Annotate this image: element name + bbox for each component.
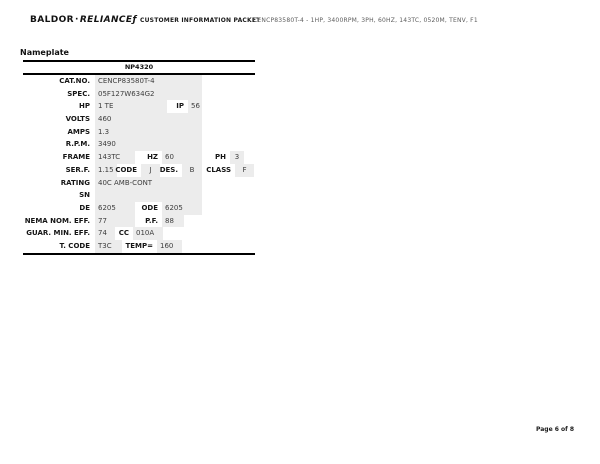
nameplate-value [95,189,202,202]
nameplate-value: 74 [95,227,115,240]
nameplate-row: SPEC. 05F127W634G2 [23,87,255,101]
nameplate-row-label: AMPS [67,127,90,136]
nameplate-inline-label: PH [202,151,230,164]
nameplate-row-values: 77 P.F. 88 [95,214,255,228]
baldor-reliance-logo: BALDOR·RELIANCEƒ [30,15,137,25]
nameplate-inline-label: P.F. [135,214,162,228]
nameplate-row: T. CODE T3C TEMP= 160 [23,239,255,253]
page-header: BALDOR·RELIANCEƒ CUSTOMER INFORMATION PA… [0,14,600,28]
nameplate-inline-label: DES. [160,163,182,177]
nameplate-row-values [95,189,255,202]
nameplate-row-label: FRAME [62,153,90,162]
nameplate-value: 1 TE [95,100,167,114]
nameplate-row: FRAME 143TC HZ 60 PH 3 [23,151,255,164]
nameplate-row-values: 74 CC 010A [95,227,255,240]
nameplate-inline-label: CODE [115,163,141,177]
nameplate-row-label: VOLTS [65,115,90,124]
nameplate-row-values: 1.15 CODE J DES. B CLASS F [95,163,255,177]
nameplate-row-values: 1.3 [95,125,255,139]
page-number: Page 6 of 8 [536,426,574,433]
nameplate-row: AMPS 1.3 [23,125,255,139]
nameplate-row-values: T3C TEMP= 160 [95,239,255,253]
document-title: CUSTOMER INFORMATION PACKET [140,17,261,24]
nameplate-row-label: SPEC. [67,89,90,98]
nameplate-row-values: 143TC HZ 60 PH 3 [95,151,255,164]
nameplate-row-values: 6205 ODE 6205 [95,201,255,215]
nameplate-row-label: HP [79,102,90,111]
nameplate-value: 3490 [95,138,202,152]
nameplate-row-label: CAT.NO. [59,77,90,85]
nameplate-value: 160 [157,239,182,253]
nameplate-value: 88 [162,214,184,228]
logo-swash: ƒ [132,15,137,25]
nameplate-row-values: 40C AMB-CONT [95,176,255,190]
nameplate-value: 77 [95,214,135,228]
nameplate-value: 010A [133,227,163,240]
nameplate-value: 1.15 [95,163,117,177]
nameplate-table-body: CAT.NO. CENCP83580T-4 SPEC. 05F127W634G2 HP 1… [23,75,255,255]
nameplate-row: NEMA NOM. EFF. 77 P.F. 88 [23,214,255,228]
nameplate-row: HP 1 TE IP 56 [23,100,255,114]
nameplate-inline-label: CC [115,227,133,240]
nameplate-row-values: 05F127W634G2 [95,87,255,101]
nameplate-row: SER.F. 1.15 CODE J DES. B CLASS F [23,163,255,177]
nameplate-row-label: SN [79,191,90,200]
nameplate-value: J [141,163,160,177]
nameplate-value: 3 [230,151,244,164]
nameplate-row-values: CENCP83580T-4 [95,75,255,88]
nameplate-value: 60 [162,151,202,164]
nameplate-value: 40C AMB-CONT [95,176,202,190]
nameplate-row-values: 1 TE IP 56 [95,100,255,114]
nameplate-inline-label: ODE [135,201,162,215]
nameplate-row-label: NEMA NOM. EFF. [24,216,90,225]
nameplate-inline-label: CLASS [202,163,235,177]
nameplate-inline-label: IP [167,100,188,114]
logo-part-baldor: BALDOR [30,15,75,25]
nameplate-table: NP4320 CAT.NO. CENCP83580T-4 SPEC. 05F127W6… [23,60,255,255]
nameplate-value: 143TC [95,151,135,164]
nameplate-row-label: DE [79,203,90,212]
nameplate-inline-label: TEMP= [122,239,157,253]
nameplate-value: B [182,163,202,177]
product-summary: CENCP83580T-4 - 1HP, 3400RPM, 3PH, 60HZ,… [253,17,478,24]
nameplate-row-values: 460 [95,113,255,126]
nameplate-row: CAT.NO. CENCP83580T-4 [23,75,255,88]
nameplate-row-label: T. CODE [59,241,91,250]
nameplate-value: T3C [95,239,122,253]
section-title-nameplate: Nameplate [20,48,69,57]
nameplate-value: 56 [188,100,202,114]
nameplate-value: 1.3 [95,125,202,139]
nameplate-table-title: NP4320 [23,60,255,75]
nameplate-inline-label: HZ [135,151,162,164]
nameplate-value: 6205 [95,201,135,215]
nameplate-value: CENCP83580T-4 [95,75,202,88]
nameplate-row: R.P.M. 3490 [23,138,255,152]
nameplate-row-label: RATING [60,178,90,187]
nameplate-row-label: R.P.M. [65,140,90,149]
nameplate-row: RATING 40C AMB-CONT [23,176,255,190]
nameplate-value: 6205 [162,201,202,215]
logo-separator: · [75,15,79,25]
nameplate-value: 05F127W634G2 [95,87,202,101]
nameplate-row: GUAR. MIN. EFF. 74 CC 010A [23,227,255,240]
nameplate-row: VOLTS 460 [23,113,255,126]
nameplate-row: SN [23,189,255,202]
logo-part-reliance: RELIANCE [79,15,133,25]
nameplate-value: F [235,163,254,177]
nameplate-value: 460 [95,113,202,126]
nameplate-row: DE 6205 ODE 6205 [23,201,255,215]
nameplate-row-label: GUAR. MIN. EFF. [26,229,90,238]
nameplate-row-label: SER.F. [65,165,90,174]
nameplate-row-values: 3490 [95,138,255,152]
